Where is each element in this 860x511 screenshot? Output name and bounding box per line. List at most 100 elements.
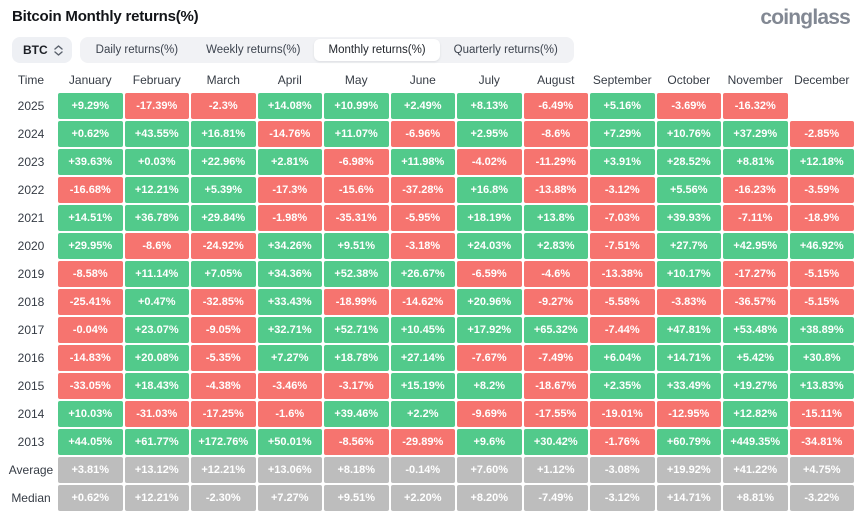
return-cell: -4.6% — [523, 261, 588, 287]
return-cell: -8.58% — [58, 261, 123, 287]
return-cell: +2.49% — [390, 93, 455, 119]
row-label: 2016 — [17, 351, 45, 365]
return-cell: -6.59% — [457, 261, 522, 287]
return-cell: +8.81% — [723, 485, 788, 511]
table-header-row: Time January February March April May June July… — [6, 71, 854, 89]
coin-selector[interactable]: BTC — [12, 37, 72, 63]
return-cell: -3.69% — [656, 93, 721, 119]
return-cell: +18.78% — [324, 345, 389, 371]
return-cell: +3.91% — [590, 149, 655, 175]
table-row-2016: 2016 -14.83% +20.08% -5.35% +7.27% +18.78% +27… — [6, 345, 854, 371]
row-label: 2019 — [17, 267, 45, 281]
return-cell: -3.12% — [590, 177, 655, 203]
return-cell: -7.44% — [590, 317, 655, 343]
return-cell: +13.06% — [257, 457, 322, 483]
return-cell: +61.77% — [124, 429, 189, 455]
return-cell: +5.16% — [590, 93, 655, 119]
return-cell: -12.95% — [656, 401, 721, 427]
column-header-month: May — [344, 73, 368, 87]
return-cell: -14.62% — [390, 289, 455, 315]
return-cell: +11.14% — [124, 261, 189, 287]
return-cell: -17.27% — [723, 261, 788, 287]
return-cell: +0.62% — [58, 485, 123, 511]
return-cell: +12.82% — [723, 401, 788, 427]
return-cell: +13.12% — [124, 457, 189, 483]
return-cell: +20.08% — [124, 345, 189, 371]
return-cell: -16.32% — [723, 93, 788, 119]
return-cell: -15.11% — [789, 401, 854, 427]
return-cell: +14.51% — [58, 205, 123, 231]
return-cell: -3.46% — [257, 373, 322, 399]
tab-weekly-returns[interactable]: Weekly returns(%) — [192, 39, 314, 61]
return-cell: +37.29% — [723, 121, 788, 147]
updown-chevrons-icon — [53, 44, 63, 56]
row-label: 2017 — [17, 323, 45, 337]
return-cell: +11.07% — [324, 121, 389, 147]
return-cell: -14.76% — [257, 121, 322, 147]
column-header-month: July — [478, 73, 500, 87]
coinglass-logo: coinglass — [760, 6, 850, 29]
return-cell: +1.12% — [523, 457, 588, 483]
return-cell: -36.57% — [723, 289, 788, 315]
return-cell: +2.20% — [390, 485, 455, 511]
return-cell: -3.22% — [789, 485, 854, 511]
return-cell: +3.81% — [58, 457, 123, 483]
return-cell: +4.75% — [789, 457, 854, 483]
return-cell: -3.59% — [789, 177, 854, 203]
return-cell: +65.32% — [523, 317, 588, 343]
table-row-median: Median +0.62% +12.21% -2.30% +7.27% +9.51% +2.… — [6, 485, 854, 511]
return-cell: -0.14% — [390, 457, 455, 483]
return-cell: +10.45% — [390, 317, 455, 343]
return-cell: +34.26% — [257, 233, 322, 259]
table-row-2019: 2019 -8.58% +11.14% +7.05% +34.36% +52.38% +26… — [6, 261, 854, 287]
return-cell: +32.71% — [257, 317, 322, 343]
tab-daily-returns[interactable]: Daily returns(%) — [82, 39, 192, 61]
return-cell: +30.42% — [523, 429, 588, 455]
return-cell: +27.7% — [656, 233, 721, 259]
return-cell: +27.14% — [390, 345, 455, 371]
return-cell: +33.49% — [656, 373, 721, 399]
return-cell: -5.35% — [191, 345, 256, 371]
return-cell: +14.71% — [656, 485, 721, 511]
return-cell: -16.23% — [723, 177, 788, 203]
column-header-month: June — [409, 73, 436, 87]
return-cell: -0.04% — [58, 317, 123, 343]
tab-quarterly-returns[interactable]: Quarterly returns(%) — [440, 39, 572, 61]
row-label: 2024 — [17, 127, 45, 141]
returns-period-tabs: Daily returns(%) Weekly returns(%) Monthly… — [79, 37, 574, 63]
return-cell: +14.71% — [656, 345, 721, 371]
page-title: Bitcoin Monthly returns(%) — [12, 8, 199, 25]
return-cell: -9.69% — [457, 401, 522, 427]
return-cell: -3.12% — [590, 485, 655, 511]
return-cell: -6.49% — [523, 93, 588, 119]
return-cell: -2.85% — [789, 121, 854, 147]
return-cell: +39.46% — [324, 401, 389, 427]
return-cell: +449.35% — [723, 429, 788, 455]
return-cell: -32.85% — [191, 289, 256, 315]
table-row-2018: 2018 -25.41% +0.47% -32.85% +33.43% -18.99% -1… — [6, 289, 854, 315]
return-cell: -4.38% — [191, 373, 256, 399]
return-cell: -8.6% — [124, 233, 189, 259]
return-cell: -7.51% — [590, 233, 655, 259]
table-row-2023: 2023 +39.63% +0.03% +22.96% +2.81% -6.98% +11.… — [6, 149, 854, 175]
return-cell: -14.83% — [58, 345, 123, 371]
return-cell: +24.03% — [457, 233, 522, 259]
return-cell: -31.03% — [124, 401, 189, 427]
return-cell: +8.13% — [457, 93, 522, 119]
return-cell — [790, 93, 855, 119]
tab-monthly-returns[interactable]: Monthly returns(%) — [314, 39, 440, 61]
return-cell: +10.76% — [656, 121, 721, 147]
return-cell: +19.92% — [656, 457, 721, 483]
return-cell: +9.51% — [324, 233, 389, 259]
return-cell: -17.25% — [191, 401, 256, 427]
return-cell: -18.99% — [324, 289, 389, 315]
column-header-month: January — [68, 73, 112, 87]
return-cell: -34.81% — [789, 429, 854, 455]
return-cell: +19.27% — [723, 373, 788, 399]
return-cell: +5.56% — [656, 177, 721, 203]
return-cell: -13.38% — [590, 261, 655, 287]
return-cell: -35.31% — [324, 205, 389, 231]
table-row-2025: 2025 +9.29% -17.39% -2.3% +14.08% +10.99% +2.4… — [6, 93, 854, 119]
row-label: 2020 — [17, 239, 45, 253]
